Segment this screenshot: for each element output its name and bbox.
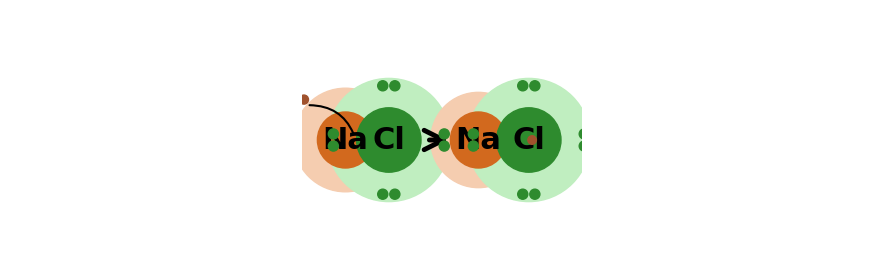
- Circle shape: [518, 81, 528, 91]
- Circle shape: [530, 189, 540, 199]
- Circle shape: [518, 189, 528, 199]
- Circle shape: [356, 108, 421, 172]
- Circle shape: [528, 136, 537, 144]
- Circle shape: [300, 95, 309, 104]
- FancyArrowPatch shape: [309, 105, 354, 133]
- Circle shape: [327, 78, 451, 202]
- Circle shape: [469, 141, 478, 151]
- Circle shape: [377, 81, 388, 91]
- Circle shape: [469, 129, 478, 139]
- Text: Na: Na: [323, 125, 369, 155]
- Circle shape: [439, 129, 449, 139]
- Text: Cl: Cl: [372, 125, 405, 155]
- Circle shape: [468, 78, 591, 202]
- Circle shape: [530, 81, 540, 91]
- Circle shape: [579, 141, 590, 151]
- Circle shape: [377, 189, 388, 199]
- Circle shape: [439, 141, 449, 151]
- Circle shape: [390, 189, 400, 199]
- Circle shape: [317, 112, 373, 168]
- Circle shape: [451, 112, 507, 168]
- Circle shape: [390, 81, 400, 91]
- Circle shape: [497, 108, 561, 172]
- Text: Cl: Cl: [513, 125, 545, 155]
- Circle shape: [328, 129, 339, 139]
- Circle shape: [579, 129, 590, 139]
- Circle shape: [293, 88, 397, 192]
- Circle shape: [328, 141, 339, 151]
- Circle shape: [431, 92, 526, 188]
- Text: Na: Na: [455, 125, 501, 155]
